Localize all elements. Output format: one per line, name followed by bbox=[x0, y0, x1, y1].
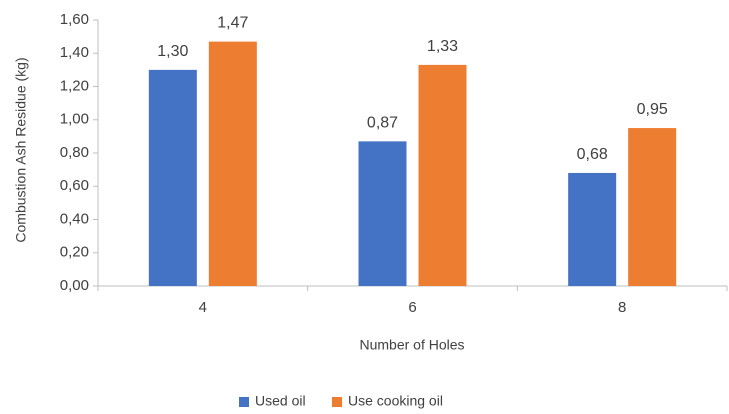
y-tick-label: 0,20 bbox=[60, 244, 89, 261]
y-tick-label: 1,40 bbox=[60, 44, 89, 61]
y-tick-label: 0,80 bbox=[60, 144, 89, 161]
x-tick-label: 4 bbox=[199, 299, 207, 316]
x-tick-label: 8 bbox=[618, 299, 626, 316]
y-tick-label: 0,40 bbox=[60, 210, 89, 227]
y-axis-title-group: Combustion Ash Residue (kg) bbox=[13, 57, 29, 242]
data-label: 1,30 bbox=[157, 43, 188, 60]
y-tick-label: 1,60 bbox=[60, 11, 89, 28]
data-label: 0,95 bbox=[637, 101, 668, 118]
legend: Used oil Use cooking oil bbox=[239, 393, 443, 409]
bar-used-oil bbox=[358, 141, 407, 286]
y-tick-label: 1,00 bbox=[60, 111, 89, 128]
legend-swatch-use-cooking-oil bbox=[332, 397, 342, 407]
data-label: 0,87 bbox=[367, 114, 398, 131]
bar-used-oil bbox=[568, 172, 617, 286]
data-label: 0,68 bbox=[577, 146, 608, 163]
plot-area: 0,00 0,20 0,40 0,60 0,80 1,00 1,20 1,40 1,60 4 1,3… bbox=[60, 11, 728, 316]
data-label: 1,47 bbox=[217, 15, 248, 32]
bar-used-oil bbox=[148, 69, 197, 286]
bar-use-cooking-oil bbox=[208, 41, 257, 286]
data-label: 1,33 bbox=[427, 38, 458, 55]
y-tick-label: 0,00 bbox=[60, 277, 89, 294]
bar-use-cooking-oil bbox=[418, 64, 467, 286]
x-tick-label: 6 bbox=[408, 299, 416, 316]
y-tick-label: 0,60 bbox=[60, 177, 89, 194]
x-axis-title: Number of Holes bbox=[359, 337, 464, 353]
y-tick-label: 1,20 bbox=[60, 77, 89, 94]
legend-label-use-cooking-oil: Use cooking oil bbox=[348, 393, 443, 409]
y-axis-title: Combustion Ash Residue (kg) bbox=[13, 57, 29, 242]
bar-use-cooking-oil bbox=[628, 128, 677, 286]
legend-swatch-used-oil bbox=[239, 397, 249, 407]
legend-label-used-oil: Used oil bbox=[255, 393, 306, 409]
